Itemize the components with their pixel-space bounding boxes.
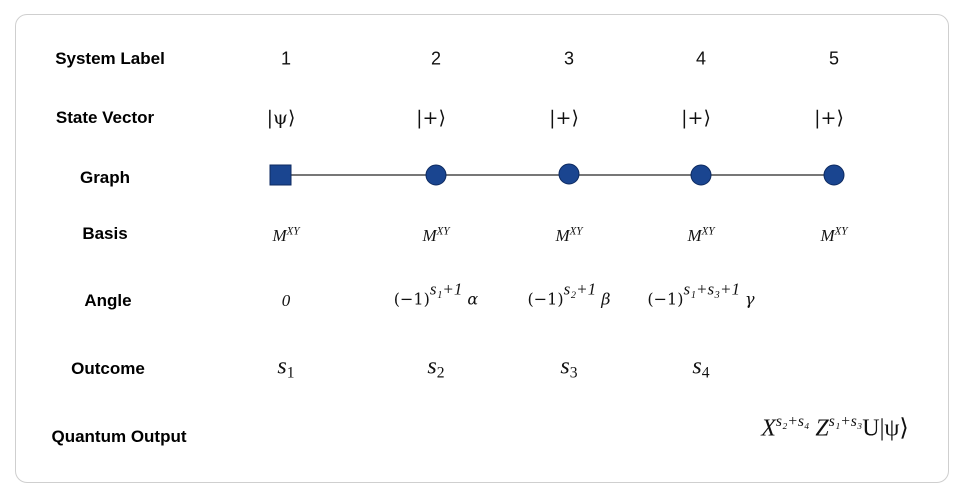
system-label-5: 5 — [828, 48, 839, 69]
row-label-basis: Basis — [82, 224, 128, 243]
basis-1: MXY — [196, 226, 376, 246]
angle-1: 0 — [281, 291, 291, 310]
row-label-output: Quantum Output — [51, 427, 187, 446]
basis-superscript: XY — [286, 225, 300, 238]
row-label-graph: Graph — [79, 168, 131, 187]
outcome-4: s4 — [611, 354, 791, 381]
angle-base: (−1) — [527, 289, 564, 309]
system-label-3: 3 — [563, 48, 574, 69]
outcome-1: s1 — [196, 354, 376, 381]
angle-exponent: s₂+1 — [563, 279, 597, 299]
angle-variable: α — [467, 289, 479, 309]
angle-2: (−1)s₁+1 α — [346, 280, 526, 309]
basis-5: MXY — [744, 226, 924, 246]
row-label-system: System Label — [55, 49, 165, 68]
outcome-subscript: 2 — [436, 364, 445, 382]
system-label-1: 1 — [280, 48, 291, 69]
outcome-symbol: s — [427, 353, 437, 380]
angle-base: (−1) — [393, 289, 430, 309]
basis-symbol: M — [555, 226, 570, 245]
row-label-outcome: Outcome — [71, 359, 145, 378]
outcome-symbol: s — [692, 353, 702, 380]
basis-symbol: M — [272, 226, 287, 245]
basis-3: MXY — [479, 226, 659, 246]
z-operator: Z — [815, 415, 829, 442]
basis-4: MXY — [611, 226, 791, 246]
basis-superscript: XY — [436, 225, 450, 238]
state-vector-3: |+⟩ — [549, 107, 579, 129]
state-vector-4: |+⟩ — [681, 107, 711, 129]
state-vector-1: |ψ⟩ — [266, 107, 296, 129]
z-exponent: s₁+s₃ — [828, 413, 863, 431]
outcome-subscript: 1 — [286, 364, 295, 382]
angle-base: (−1) — [647, 289, 684, 309]
node-circle-2 — [425, 164, 447, 186]
basis-superscript: XY — [569, 225, 583, 238]
row-label-angle: Angle — [84, 291, 132, 310]
node-circle-5 — [823, 164, 845, 186]
x-exponent: s₂+s₄ — [775, 413, 810, 431]
angle-variable: β — [601, 289, 611, 309]
unitary-state: U|ψ⟩ — [862, 415, 909, 442]
angle-exponent: s₁+s₃+1 — [683, 279, 740, 299]
state-vector-5: |+⟩ — [814, 107, 844, 129]
angle-variable: γ — [745, 289, 755, 309]
system-label-2: 2 — [430, 48, 441, 69]
system-label-4: 4 — [695, 48, 706, 69]
basis-symbol: M — [687, 226, 702, 245]
angle-exponent: s₁+1 — [429, 279, 463, 299]
basis-2: MXY — [346, 226, 526, 246]
outcome-3: s3 — [479, 354, 659, 381]
angle-4: (−1)s₁+s₃+1 γ — [611, 280, 791, 309]
node-circle-4 — [690, 164, 712, 186]
outcome-symbol: s — [560, 353, 570, 380]
outcome-symbol: s — [277, 353, 287, 380]
outcome-subscript: 3 — [569, 364, 578, 382]
basis-superscript: XY — [834, 225, 848, 238]
outcome-2: s2 — [346, 354, 526, 381]
node-circle-3 — [558, 163, 580, 185]
diagram-frame — [15, 14, 949, 483]
basis-symbol: M — [820, 226, 835, 245]
basis-symbol: M — [422, 226, 437, 245]
angle-3: (−1)s₂+1 β — [479, 280, 659, 309]
outcome-subscript: 4 — [701, 364, 710, 382]
basis-superscript: XY — [701, 225, 715, 238]
x-operator: X — [761, 415, 776, 442]
state-vector-2: |+⟩ — [416, 107, 446, 129]
quantum-output-expression: Xs₂+s₄ Zs₁+s₃U|ψ⟩ — [715, 414, 955, 443]
node-square-1 — [269, 164, 292, 186]
row-label-state: State Vector — [55, 108, 155, 127]
